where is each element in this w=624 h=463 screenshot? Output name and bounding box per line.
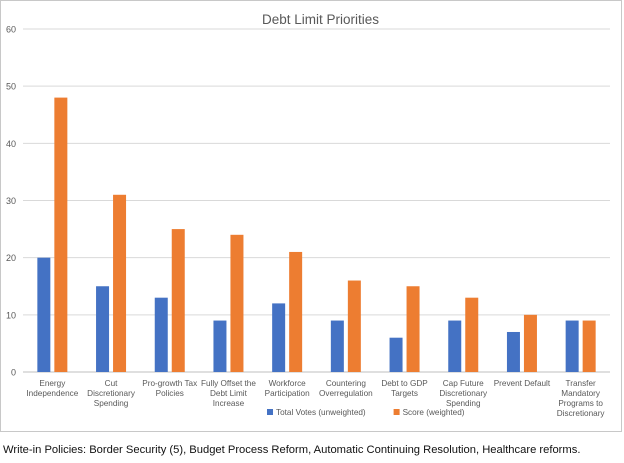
bar-total-votes	[96, 286, 110, 372]
y-tick-label: 0	[11, 368, 16, 378]
y-tick-label: 40	[6, 139, 16, 149]
bar-score	[406, 286, 420, 372]
y-tick-label: 20	[6, 253, 16, 263]
bar-score	[523, 314, 537, 372]
bar-total-votes	[154, 297, 168, 372]
bar-total-votes	[272, 303, 286, 372]
x-tick-label: Prevent Default	[494, 379, 551, 388]
bar-total-votes	[330, 320, 344, 372]
x-tick-label: Transfer Mandatory Programs to Discretionar…	[557, 379, 606, 418]
bar-score	[289, 251, 303, 372]
x-tick-label: Energy Independence	[26, 379, 78, 398]
y-tick-label: 10	[6, 310, 16, 320]
bar-total-votes	[448, 320, 462, 372]
x-tick-label: Cap Future Discretionary Spending	[439, 379, 488, 408]
y-tick-label: 60	[6, 25, 16, 35]
bar-score	[113, 194, 127, 372]
bar-score	[54, 97, 68, 372]
x-tick-label: Cut Discretionary Spending	[87, 379, 136, 408]
bar-score	[582, 320, 596, 372]
x-tick-label: Debt to GDP Targets	[381, 379, 428, 398]
y-tick-label: 50	[6, 82, 16, 92]
bar-chart: Debt Limit Priorities 0 10 20 30 40 50 60 Energy…	[6, 12, 610, 418]
bar-total-votes	[506, 331, 520, 372]
x-tick-label: Fully Offset the Debt Limit Increase	[201, 379, 256, 408]
legend-swatch-total-votes	[267, 409, 273, 415]
bar-total-votes	[213, 320, 227, 372]
bar-total-votes	[37, 257, 51, 372]
bar-total-votes	[389, 337, 403, 372]
legend-swatch-score	[393, 409, 400, 415]
chart-title: Debt Limit Priorities	[262, 12, 379, 27]
chart-frame: Debt Limit Priorities 0 10 20 30 40 50 60 Energy…	[0, 0, 622, 432]
x-tick-label: Countering Overregulation	[319, 379, 373, 398]
bar-total-votes	[565, 320, 579, 372]
x-tick-label: Pro-growth Tax Policies	[142, 379, 197, 398]
legend-label-total-votes: Total Votes (unweighted)	[276, 408, 366, 417]
legend-label-score: Score (weighted)	[403, 408, 465, 417]
bar-score	[465, 297, 479, 372]
x-tick-label: Workforce Participation	[265, 379, 311, 398]
footnote: Write-in Policies: Border Security (5), …	[3, 444, 581, 456]
bar-score	[171, 229, 185, 372]
bar-score	[347, 280, 361, 372]
bar-score	[230, 234, 244, 372]
y-tick-label: 30	[6, 196, 16, 206]
